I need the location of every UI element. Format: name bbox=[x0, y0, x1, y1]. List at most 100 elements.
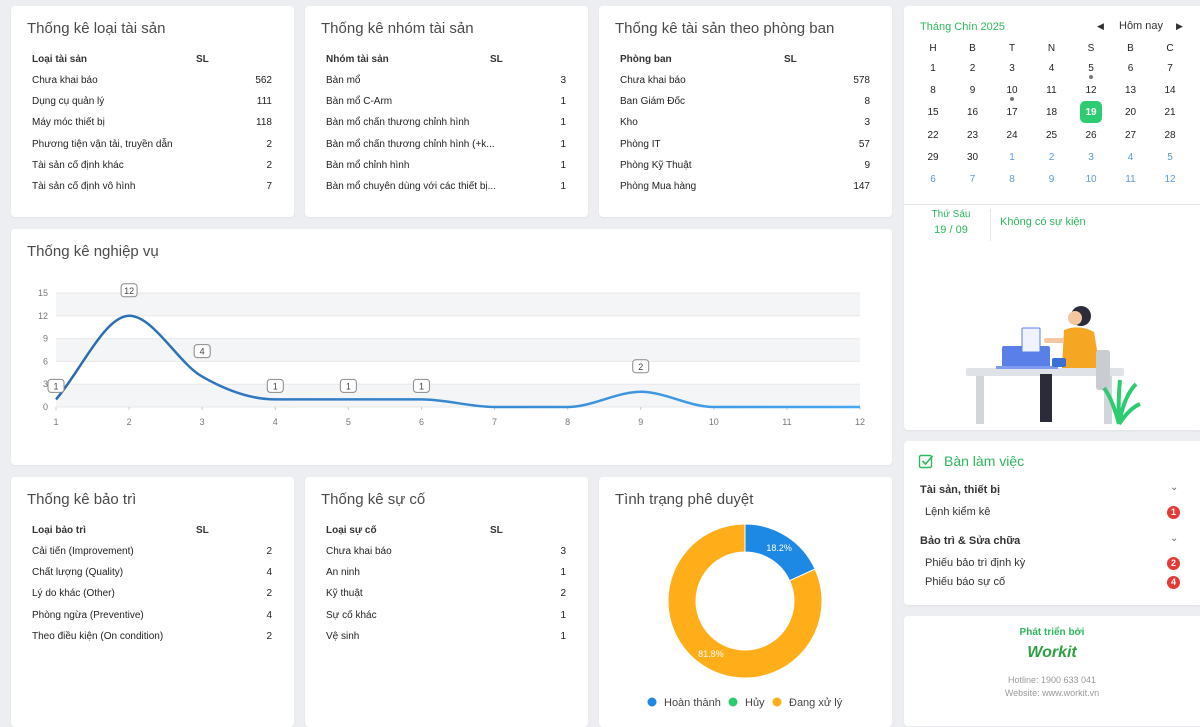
divider bbox=[990, 209, 991, 241]
panel-title: Thống kê tài sản theo phòng ban bbox=[615, 20, 835, 37]
weekday: B bbox=[969, 43, 976, 54]
data-label-box bbox=[47, 378, 65, 393]
row-value: 3 bbox=[560, 75, 566, 86]
column-header: SL bbox=[490, 525, 503, 536]
weekday: C bbox=[1166, 43, 1174, 54]
row-value: 2 bbox=[266, 588, 272, 600]
calendar-day[interactable]: 10 bbox=[1006, 85, 1018, 97]
calendar-day[interactable]: 30 bbox=[966, 151, 979, 163]
calendar-day[interactable]: 28 bbox=[1164, 129, 1176, 141]
calendar-day[interactable]: 22 bbox=[927, 129, 939, 141]
data-label: 1 bbox=[346, 381, 351, 391]
calendar-day[interactable]: 27 bbox=[1124, 129, 1137, 141]
row-label: Bàn mổ chấn thương chỉnh hình bbox=[326, 117, 470, 129]
calendar-day[interactable]: 11 bbox=[1125, 174, 1136, 185]
work-item[interactable]: Lệnh kiểm kê bbox=[925, 506, 991, 518]
x-tick-label: 4 bbox=[273, 417, 278, 427]
calendar-day[interactable]: 16 bbox=[966, 107, 979, 119]
calendar-day[interactable]: 23 bbox=[966, 129, 979, 141]
item-count: 1 bbox=[1167, 506, 1180, 519]
prev-month[interactable]: ◀ bbox=[1097, 21, 1104, 31]
calendar-day[interactable]: 4 bbox=[1048, 63, 1055, 74]
calendar-day[interactable]: 6 bbox=[1127, 63, 1134, 74]
calendar-day[interactable]: 20 bbox=[1124, 107, 1137, 119]
divider bbox=[904, 204, 1200, 205]
y-tick-label: 12 bbox=[38, 311, 48, 321]
calendar-day[interactable]: 3 bbox=[1088, 151, 1094, 163]
data-label: 81.8% bbox=[698, 649, 724, 659]
row-value: 1 bbox=[560, 159, 566, 171]
calendar-day[interactable]: 6 bbox=[930, 174, 936, 185]
row-value: 7 bbox=[266, 181, 272, 192]
row-value: 2 bbox=[266, 159, 272, 171]
y-tick-label: 6 bbox=[43, 356, 48, 366]
panel-title: Thống kê sự cố bbox=[321, 491, 426, 508]
calendar-day[interactable]: 5 bbox=[1167, 151, 1173, 163]
calendar-day[interactable]: 17 bbox=[1006, 107, 1018, 119]
row-label: Bàn mổ bbox=[326, 75, 361, 86]
calendar-day[interactable]: 4 bbox=[1127, 151, 1134, 163]
calendar-day[interactable]: 12 bbox=[1085, 85, 1097, 97]
calendar-day[interactable]: 1 bbox=[930, 63, 936, 74]
calendar-day[interactable]: 12 bbox=[1164, 174, 1176, 185]
calendar-day[interactable]: 21 bbox=[1164, 107, 1176, 119]
donut-chart: 18.2% 81.8% Hoàn thành Hủy Đang xử lý bbox=[647, 523, 843, 709]
row-label: Kỹ thuật bbox=[326, 588, 363, 600]
calendar-day[interactable]: 7 bbox=[1167, 63, 1173, 74]
group-title: Tài sản, thiết bị bbox=[920, 484, 1001, 496]
item-count: 4 bbox=[1167, 576, 1180, 589]
weekday: H bbox=[929, 43, 937, 54]
calendar-day[interactable]: 2 bbox=[969, 63, 976, 74]
y-tick-label: 15 bbox=[38, 288, 48, 298]
calendar-day[interactable]: 1 bbox=[1009, 151, 1015, 163]
calendar-day[interactable]: 29 bbox=[927, 151, 939, 163]
calendar-day[interactable]: 26 bbox=[1085, 129, 1097, 141]
calendar-day[interactable]: 14 bbox=[1164, 85, 1176, 97]
calendar-day[interactable]: 8 bbox=[930, 85, 936, 97]
work-item[interactable]: Phiếu bảo trì định kỳ bbox=[925, 556, 1026, 569]
x-tick-label: 5 bbox=[346, 417, 351, 427]
row-label: Tài sản cố định khác bbox=[32, 159, 124, 171]
calendar-day[interactable]: 7 bbox=[969, 174, 976, 185]
row-value: 8 bbox=[864, 96, 870, 108]
x-tick-label: 6 bbox=[419, 417, 424, 427]
calendar-day[interactable]: 9 bbox=[969, 85, 976, 97]
column-header: Phòng ban bbox=[620, 54, 672, 65]
row-value: 2 bbox=[266, 546, 272, 557]
calendar-day[interactable]: 18 bbox=[1045, 107, 1058, 119]
work-item[interactable]: Phiếu báo sự cố bbox=[925, 576, 1006, 588]
calendar-day[interactable]: 10 bbox=[1085, 174, 1097, 185]
calendar-day[interactable]: 3 bbox=[1009, 63, 1015, 74]
today-button[interactable]: Hôm nay bbox=[1119, 20, 1164, 32]
row-label: Phòng ngừa (Preventive) bbox=[32, 609, 144, 621]
calendar-day[interactable]: 9 bbox=[1048, 174, 1055, 185]
data-label-box bbox=[266, 378, 284, 393]
next-month[interactable]: ▶ bbox=[1176, 21, 1183, 31]
calendar-day[interactable]: 5 bbox=[1088, 63, 1094, 74]
data-label-box bbox=[339, 378, 357, 393]
group-toggle[interactable]: ⌄ bbox=[1170, 482, 1179, 493]
x-tick-label: 8 bbox=[565, 417, 570, 427]
x-tick-label: 2 bbox=[127, 417, 132, 427]
row-value: 1 bbox=[560, 567, 566, 579]
event-dot bbox=[1010, 97, 1014, 102]
data-label: 12 bbox=[124, 286, 134, 296]
row-value: 4 bbox=[266, 609, 272, 621]
calendar-day[interactable]: 15 bbox=[927, 107, 939, 119]
calendar-day[interactable]: 19 bbox=[1085, 107, 1097, 119]
calendar-day[interactable]: 2 bbox=[1048, 151, 1055, 163]
event-dot bbox=[1089, 75, 1093, 79]
grid-band bbox=[56, 384, 860, 407]
data-label: 1 bbox=[419, 381, 424, 391]
column-header: SL bbox=[196, 525, 209, 536]
footer-panel: Phát triển bởi Workit Hotline: 1900 633 … bbox=[904, 616, 1200, 726]
calendar-day[interactable]: 25 bbox=[1045, 129, 1058, 141]
group-toggle[interactable]: ⌄ bbox=[1170, 532, 1179, 544]
calendar-day[interactable]: 13 bbox=[1124, 85, 1137, 97]
row-value: 1 bbox=[560, 609, 566, 621]
legend-label: Hủy bbox=[745, 697, 765, 709]
calendar-day[interactable]: 8 bbox=[1009, 174, 1015, 185]
calendar-day[interactable]: 24 bbox=[1006, 129, 1018, 141]
calendar-day[interactable]: 11 bbox=[1046, 85, 1057, 97]
